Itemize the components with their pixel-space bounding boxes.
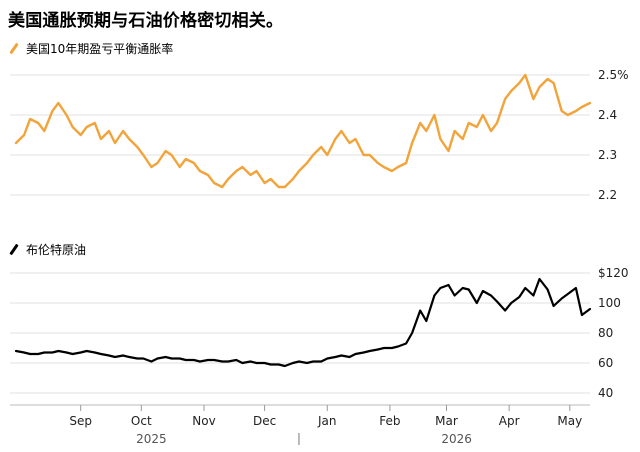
x-tick-label: Feb xyxy=(379,414,400,428)
x-tick-label: Sep xyxy=(69,414,92,428)
x-tick-label: May xyxy=(557,414,582,428)
y-tick-label-brent: 60 xyxy=(598,356,613,370)
series-line-brent xyxy=(14,277,592,368)
y-tick-label-breakeven: 2.2 xyxy=(598,188,617,202)
x-tick-label: Nov xyxy=(192,414,215,428)
y-tick-label-breakeven: 2.3 xyxy=(598,148,617,162)
y-tick-label-brent: 80 xyxy=(598,326,613,340)
year-label: 2025 xyxy=(136,432,167,446)
y-tick-label-brent: 100 xyxy=(598,296,621,310)
y-tick-label-breakeven: 2.4 xyxy=(598,108,617,122)
legend-label-brent: 布伦特原油 xyxy=(26,243,87,257)
x-tick-label: Mar xyxy=(435,414,458,428)
legend-label-breakeven: 美国10年期盈亏平衡通胀率 xyxy=(26,42,174,56)
y-tick-label-brent: $120 xyxy=(598,266,629,280)
legend-breakeven: 美国10年期盈亏平衡通胀率 xyxy=(8,40,173,57)
x-tick-label: Apr xyxy=(499,414,520,428)
y-tick-label-breakeven: 2.5% xyxy=(598,68,629,82)
year-label: 2026 xyxy=(441,432,472,446)
x-tick-label: Jan xyxy=(317,414,337,428)
x-tick-label: Oct xyxy=(131,414,152,428)
legend-brent: 布伦特原油 xyxy=(8,241,86,258)
y-tick-label-brent: 40 xyxy=(598,386,613,400)
chart-title: 美国通胀预期与石油价格密切相关。 xyxy=(8,11,284,31)
x-tick-label: Dec xyxy=(253,414,276,428)
series-line-breakeven xyxy=(14,73,592,189)
